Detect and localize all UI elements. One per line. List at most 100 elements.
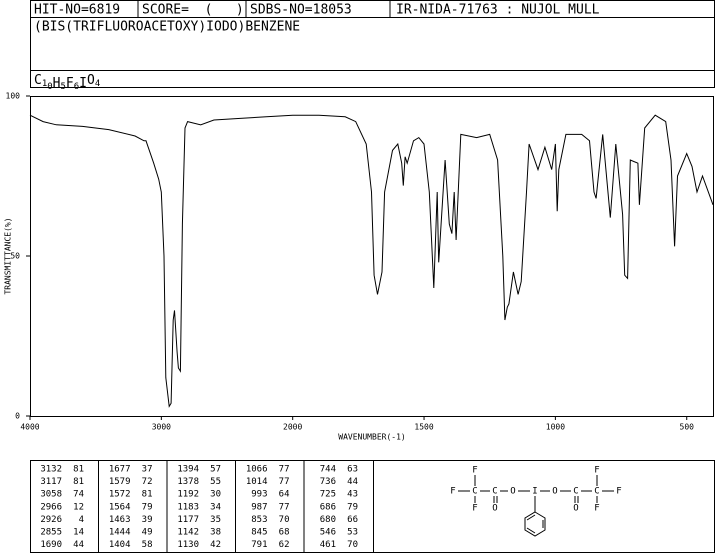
atom-label: F <box>594 504 599 514</box>
peak-transmittance: 72 <box>142 477 153 487</box>
atom-label: O <box>573 504 578 514</box>
peak-transmittance: 30 <box>210 490 221 500</box>
x-tick-label: 1000 <box>546 423 565 432</box>
peak-transmittance: 42 <box>210 540 221 550</box>
peak-transmittance: 77 <box>279 465 290 475</box>
peak-wavenumber: 725 <box>320 490 336 500</box>
hit-no: HIT-NO=6819 <box>34 3 120 18</box>
y-tick-label: 0 <box>15 412 20 421</box>
peak-transmittance: 37 <box>142 465 153 475</box>
peak-wavenumber: 1394 <box>177 465 199 475</box>
peak-wavenumber: 1378 <box>177 477 199 487</box>
atom-label: C <box>573 487 578 497</box>
peak-wavenumber: 744 <box>320 465 336 475</box>
peak-wavenumber: 1564 <box>109 502 131 512</box>
peak-wavenumber: 680 <box>320 515 336 525</box>
peak-transmittance: 79 <box>347 502 358 512</box>
peak-transmittance: 34 <box>210 502 221 512</box>
peak-wavenumber: 791 <box>251 540 267 550</box>
peak-wavenumber: 1177 <box>177 515 199 525</box>
peak-wavenumber: 1192 <box>177 490 199 500</box>
atom-label: C <box>492 487 497 497</box>
peak-wavenumber: 1579 <box>109 477 131 487</box>
atom-label: O <box>552 487 557 497</box>
peak-wavenumber: 1463 <box>109 515 131 525</box>
x-tick-label: 2000 <box>283 423 302 432</box>
peak-wavenumber: 461 <box>320 540 336 550</box>
plot-frame <box>30 96 714 417</box>
compound-name: (BIS(TRIFLUOROACETOXY)IODO)BENZENE <box>34 20 300 35</box>
peak-transmittance: 55 <box>210 477 221 487</box>
peak-wavenumber: 736 <box>320 477 336 487</box>
peak-transmittance: 77 <box>279 502 290 512</box>
peak-wavenumber: 3058 <box>40 490 62 500</box>
score: SCORE= ( ) <box>142 3 244 18</box>
formula: C10H5F6IO4 <box>34 73 100 92</box>
peak-transmittance: 38 <box>210 528 221 538</box>
peak-transmittance: 66 <box>347 515 358 525</box>
peak-transmittance: 81 <box>142 490 153 500</box>
peak-wavenumber: 1572 <box>109 490 131 500</box>
y-tick-label: 100 <box>6 92 21 101</box>
atom-label: F <box>594 466 599 476</box>
atom-label: I <box>532 487 537 497</box>
peak-transmittance: 79 <box>142 502 153 512</box>
peak-transmittance: 39 <box>142 515 153 525</box>
peak-transmittance: 70 <box>279 515 290 525</box>
peak-transmittance: 70 <box>347 540 358 550</box>
peak-wavenumber: 1677 <box>109 465 131 475</box>
peak-transmittance: 81 <box>73 477 84 487</box>
peak-wavenumber: 1404 <box>109 540 131 550</box>
peak-transmittance: 44 <box>73 540 84 550</box>
peak-transmittance: 53 <box>347 528 358 538</box>
peak-wavenumber: 3132 <box>40 465 62 475</box>
y-axis-label: TRANSMITTANCE(%) <box>4 217 13 294</box>
atom-label: F <box>472 504 477 514</box>
x-tick-label: 1500 <box>414 423 433 432</box>
peak-transmittance: 49 <box>142 528 153 538</box>
peak-transmittance: 57 <box>210 465 221 475</box>
peak-transmittance: 43 <box>347 490 358 500</box>
peak-wavenumber: 1130 <box>177 540 199 550</box>
header-box <box>30 0 715 18</box>
atom-label: O <box>492 504 497 514</box>
spectrum-line <box>29 114 714 408</box>
peak-wavenumber: 2926 <box>40 515 62 525</box>
peak-wavenumber: 2855 <box>40 528 62 538</box>
peak-wavenumber: 1066 <box>246 465 268 475</box>
peak-transmittance: 14 <box>73 528 84 538</box>
x-axis-label: WAVENUMBER(-1) <box>338 433 405 442</box>
peak-transmittance: 77 <box>279 477 290 487</box>
peak-transmittance: 74 <box>73 490 84 500</box>
x-tick-label: 3000 <box>152 423 171 432</box>
peak-transmittance: 81 <box>73 465 84 475</box>
peak-wavenumber: 3117 <box>40 477 62 487</box>
method: IR-NIDA-71763 : NUJOL MULL <box>396 3 600 18</box>
peak-wavenumber: 546 <box>320 528 336 538</box>
peak-transmittance: 68 <box>279 528 290 538</box>
structure-bonds <box>458 475 614 537</box>
x-tick-label: 4000 <box>20 423 39 432</box>
peak-transmittance: 12 <box>73 502 84 512</box>
peak-wavenumber: 1690 <box>40 540 62 550</box>
peak-wavenumber: 1444 <box>109 528 131 538</box>
peak-wavenumber: 1183 <box>177 502 199 512</box>
peak-transmittance: 64 <box>279 490 290 500</box>
peak-transmittance: 58 <box>142 540 153 550</box>
peak-transmittance: 62 <box>279 540 290 550</box>
peak-transmittance: 4 <box>79 515 84 525</box>
x-tick-label: 500 <box>680 423 695 432</box>
peak-wavenumber: 853 <box>251 515 267 525</box>
y-tick-label: 50 <box>10 252 20 261</box>
peak-wavenumber: 993 <box>251 490 267 500</box>
peak-transmittance: 63 <box>347 465 358 475</box>
structure-box <box>373 460 715 553</box>
peak-wavenumber: 987 <box>251 502 267 512</box>
sdbs-no: SDBS-NO=18053 <box>250 3 352 18</box>
peak-transmittance: 35 <box>210 515 221 525</box>
peak-wavenumber: 1014 <box>246 477 268 487</box>
formula-box <box>30 70 715 88</box>
peak-wavenumber: 686 <box>320 502 336 512</box>
peak-wavenumber: 2966 <box>40 502 62 512</box>
